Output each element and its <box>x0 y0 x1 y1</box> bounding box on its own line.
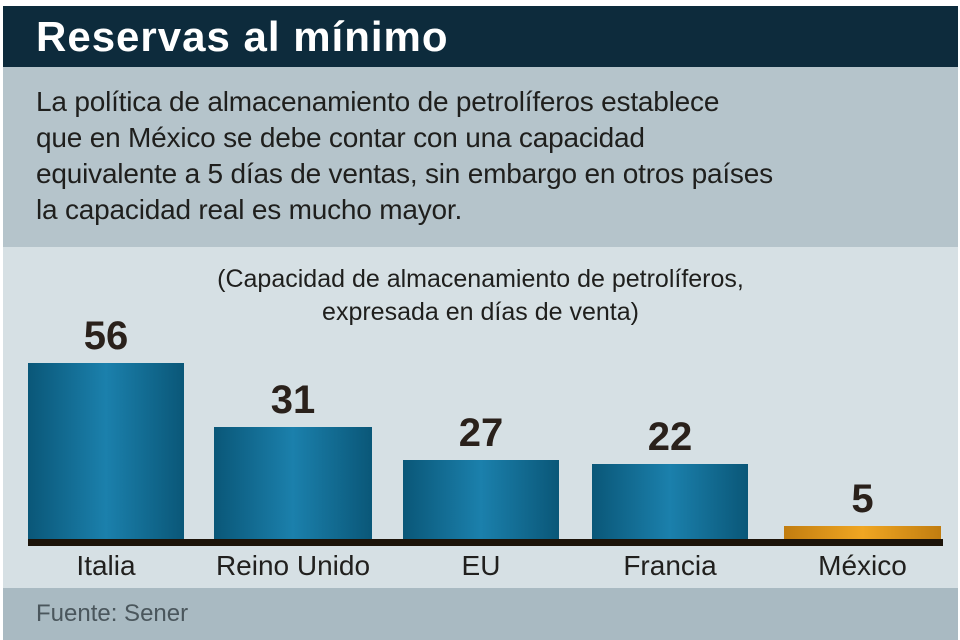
bar-value-eu: 27 <box>458 411 504 455</box>
page-title: Reservas al mínimo <box>36 12 449 60</box>
bar-value-italia: 56 <box>83 314 129 358</box>
chart-subtitle: (Capacidad de almacenamiento de petrolíf… <box>3 263 958 329</box>
chart-subtitle-line: expresada en días de venta) <box>322 298 639 326</box>
header-bar: Reservas al mínimo <box>3 6 958 67</box>
bar-label-reino-unido: Reino Unido <box>215 550 371 581</box>
bar-francia <box>592 464 748 539</box>
bar-label-francia: Francia <box>623 550 717 581</box>
chart-subtitle-line: (Capacidad de almacenamiento de petrolíf… <box>217 265 744 293</box>
bar-italia <box>28 363 184 539</box>
bar-chart: (Capacidad de almacenamiento de petrolíf… <box>3 247 958 588</box>
bar-value-reino-unido: 31 <box>270 378 316 422</box>
intro-line: que en México se debe contar con una cap… <box>36 122 645 153</box>
bar-eu <box>403 460 559 539</box>
infographic: Reservas al mínimo La política de almace… <box>3 6 958 640</box>
footer-bar: Fuente: Sener <box>3 588 958 640</box>
bar-label-eu: EU <box>461 550 501 581</box>
bar-label-italia: Italia <box>76 550 136 581</box>
chart-baseline <box>28 539 943 546</box>
intro-paragraph: La política de almacenamiento de petrolí… <box>3 67 958 247</box>
source-credit: Fuente: Sener <box>36 600 189 627</box>
bar-value-francia: 22 <box>647 415 693 459</box>
intro-line: la capacidad real es mucho mayor. <box>36 194 463 225</box>
plot-area: 56 Italia 31 Reino Unido 27 EU 22 Franci… <box>3 247 958 588</box>
intro-line: equivalente a 5 días de ventas, sin emba… <box>36 158 773 189</box>
bar-value-mexico: 5 <box>851 477 874 521</box>
bar-mexico-highlight <box>784 526 941 539</box>
bar-label-mexico: México <box>818 550 907 581</box>
bar-reino-unido <box>214 427 372 539</box>
intro-line: La política de almacenamiento de petrolí… <box>36 86 720 117</box>
